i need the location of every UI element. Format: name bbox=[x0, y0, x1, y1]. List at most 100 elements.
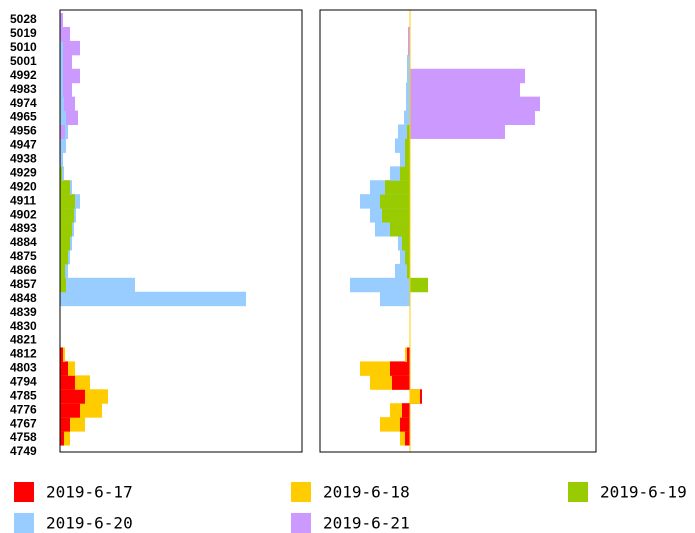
bar bbox=[407, 263, 410, 279]
legend-label: 2019-6-19 bbox=[600, 483, 687, 502]
y-tick-label: 4749 bbox=[10, 444, 37, 458]
y-tick-label: 4992 bbox=[10, 68, 37, 82]
bar bbox=[60, 194, 75, 209]
bar bbox=[406, 82, 410, 98]
bar bbox=[400, 166, 410, 181]
bar bbox=[60, 26, 70, 42]
y-tick-label: 4758 bbox=[10, 430, 37, 444]
bar bbox=[60, 277, 135, 293]
bar bbox=[410, 389, 420, 404]
bar bbox=[400, 417, 410, 432]
panel-frame bbox=[319, 9, 597, 453]
bar bbox=[60, 222, 72, 237]
bar bbox=[405, 249, 410, 265]
left-panel bbox=[60, 13, 246, 446]
bar bbox=[405, 138, 410, 153]
y-tick-label: 4965 bbox=[10, 110, 37, 124]
y-tick-label: 4920 bbox=[10, 179, 37, 193]
bar bbox=[60, 152, 63, 167]
bar bbox=[410, 110, 535, 126]
bar bbox=[408, 26, 410, 42]
bar bbox=[392, 375, 410, 390]
bar bbox=[60, 236, 70, 251]
y-tick-label: 4983 bbox=[10, 82, 37, 96]
legend-swatch bbox=[291, 513, 311, 533]
y-tick-label: 4974 bbox=[10, 96, 37, 110]
bar bbox=[60, 40, 63, 56]
y-tick-label: 4785 bbox=[10, 388, 37, 402]
bar bbox=[410, 82, 520, 98]
bar bbox=[60, 96, 64, 112]
bar bbox=[382, 208, 410, 223]
bar bbox=[60, 13, 63, 28]
bar bbox=[60, 291, 246, 307]
y-tick-label: 4821 bbox=[10, 333, 37, 347]
bar bbox=[60, 82, 63, 98]
bar bbox=[408, 40, 410, 56]
y-tick-label: 5028 bbox=[10, 12, 37, 26]
bar bbox=[60, 361, 68, 376]
y-tick-label: 4848 bbox=[10, 291, 37, 305]
bar bbox=[404, 110, 410, 126]
y-tick-label: 5001 bbox=[10, 54, 37, 68]
y-tick-label: 5019 bbox=[10, 26, 37, 40]
bar bbox=[390, 222, 410, 237]
y-tick-label: 4830 bbox=[10, 319, 37, 333]
bar bbox=[380, 194, 410, 209]
y-tick-label: 4875 bbox=[10, 249, 37, 263]
y-tick-label: 4866 bbox=[10, 263, 37, 277]
bar bbox=[60, 180, 70, 195]
bar bbox=[60, 431, 64, 446]
bar bbox=[407, 347, 410, 362]
y-tick-label: 5010 bbox=[10, 40, 37, 54]
bar bbox=[60, 403, 80, 418]
y-tick-label: 4776 bbox=[10, 402, 37, 416]
bar bbox=[60, 389, 85, 404]
legend-label: 2019-6-18 bbox=[323, 483, 410, 502]
bar bbox=[410, 68, 525, 84]
bar bbox=[407, 68, 410, 84]
y-tick-label: 4857 bbox=[10, 277, 37, 291]
right-panel bbox=[350, 10, 540, 452]
bar bbox=[350, 277, 410, 293]
bar bbox=[60, 138, 66, 153]
bar bbox=[60, 110, 66, 126]
legend-label: 2019-6-17 bbox=[46, 483, 133, 502]
bar bbox=[60, 68, 63, 84]
panel-frame bbox=[59, 9, 303, 453]
bar bbox=[60, 263, 65, 279]
y-tick-label: 4794 bbox=[10, 374, 37, 388]
y-tick-label: 4902 bbox=[10, 207, 37, 221]
legend-swatch bbox=[14, 482, 34, 502]
bar bbox=[402, 403, 410, 418]
bar bbox=[60, 277, 66, 293]
y-tick-label: 4929 bbox=[10, 165, 37, 179]
bar bbox=[60, 208, 74, 223]
y-tick-label: 4893 bbox=[10, 221, 37, 235]
bar bbox=[60, 347, 63, 362]
legend-swatch bbox=[568, 482, 588, 502]
legend-label: 2019-6-20 bbox=[46, 514, 133, 533]
bar bbox=[402, 236, 410, 251]
y-tick-label: 4947 bbox=[10, 138, 37, 152]
bar bbox=[60, 417, 70, 432]
bar bbox=[407, 124, 410, 139]
bar bbox=[60, 40, 80, 56]
bar bbox=[60, 124, 65, 139]
bar bbox=[60, 375, 75, 390]
bar bbox=[60, 68, 80, 84]
axes: 4749475847674776478547944803481248214830… bbox=[10, 9, 597, 458]
bar bbox=[405, 431, 410, 446]
y-tick-label: 4812 bbox=[10, 347, 37, 361]
y-tick-label: 4884 bbox=[10, 235, 37, 249]
bar bbox=[60, 249, 68, 265]
bar bbox=[410, 124, 505, 139]
bar bbox=[390, 361, 410, 376]
y-tick-label: 4938 bbox=[10, 152, 37, 166]
bar bbox=[395, 263, 410, 279]
bar bbox=[410, 96, 540, 112]
y-tick-label: 4839 bbox=[10, 305, 37, 319]
bar bbox=[60, 54, 63, 70]
bar bbox=[405, 152, 410, 167]
y-tick-label: 4956 bbox=[10, 124, 37, 138]
